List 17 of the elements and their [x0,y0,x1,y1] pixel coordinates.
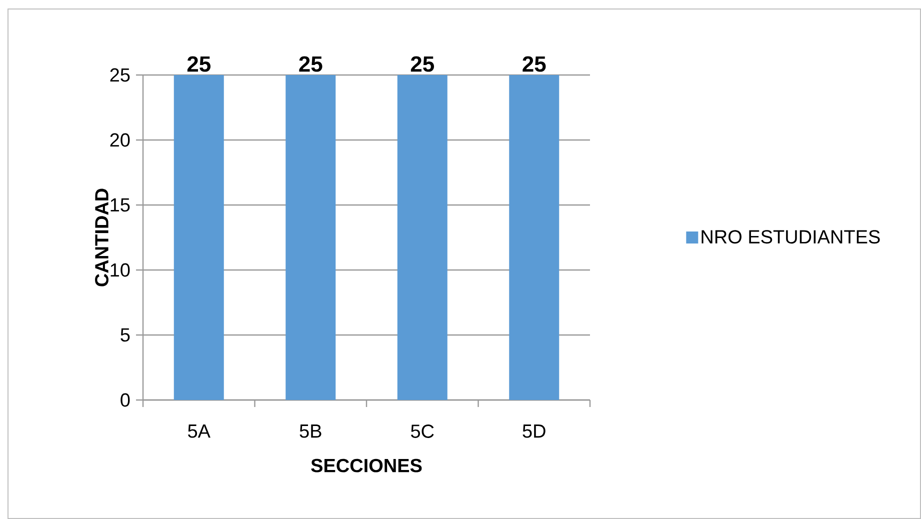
x-tick-label: 5C [410,424,434,438]
y-tick-label: 10 [110,263,130,277]
x-tick-label: 5B [300,424,322,438]
y-tick-label: 25 [110,68,130,82]
x-axis-title: SECCIONES [311,458,422,472]
x-tick-label: 5D [522,424,546,438]
legend-label: NRO ESTUDIANTES [702,230,880,244]
data-label: 25 [522,56,546,72]
y-tick-label: 20 [110,133,130,147]
y-tick-label: 15 [110,198,130,212]
x-tick-label: 5A [188,424,210,438]
y-tick-label: 5 [120,328,130,342]
y-axis-title: CANTIDAD [95,188,108,286]
data-label: 25 [410,56,434,72]
data-label: 25 [299,56,322,72]
data-label: 25 [187,56,210,72]
y-tick-label: 0 [120,393,130,407]
